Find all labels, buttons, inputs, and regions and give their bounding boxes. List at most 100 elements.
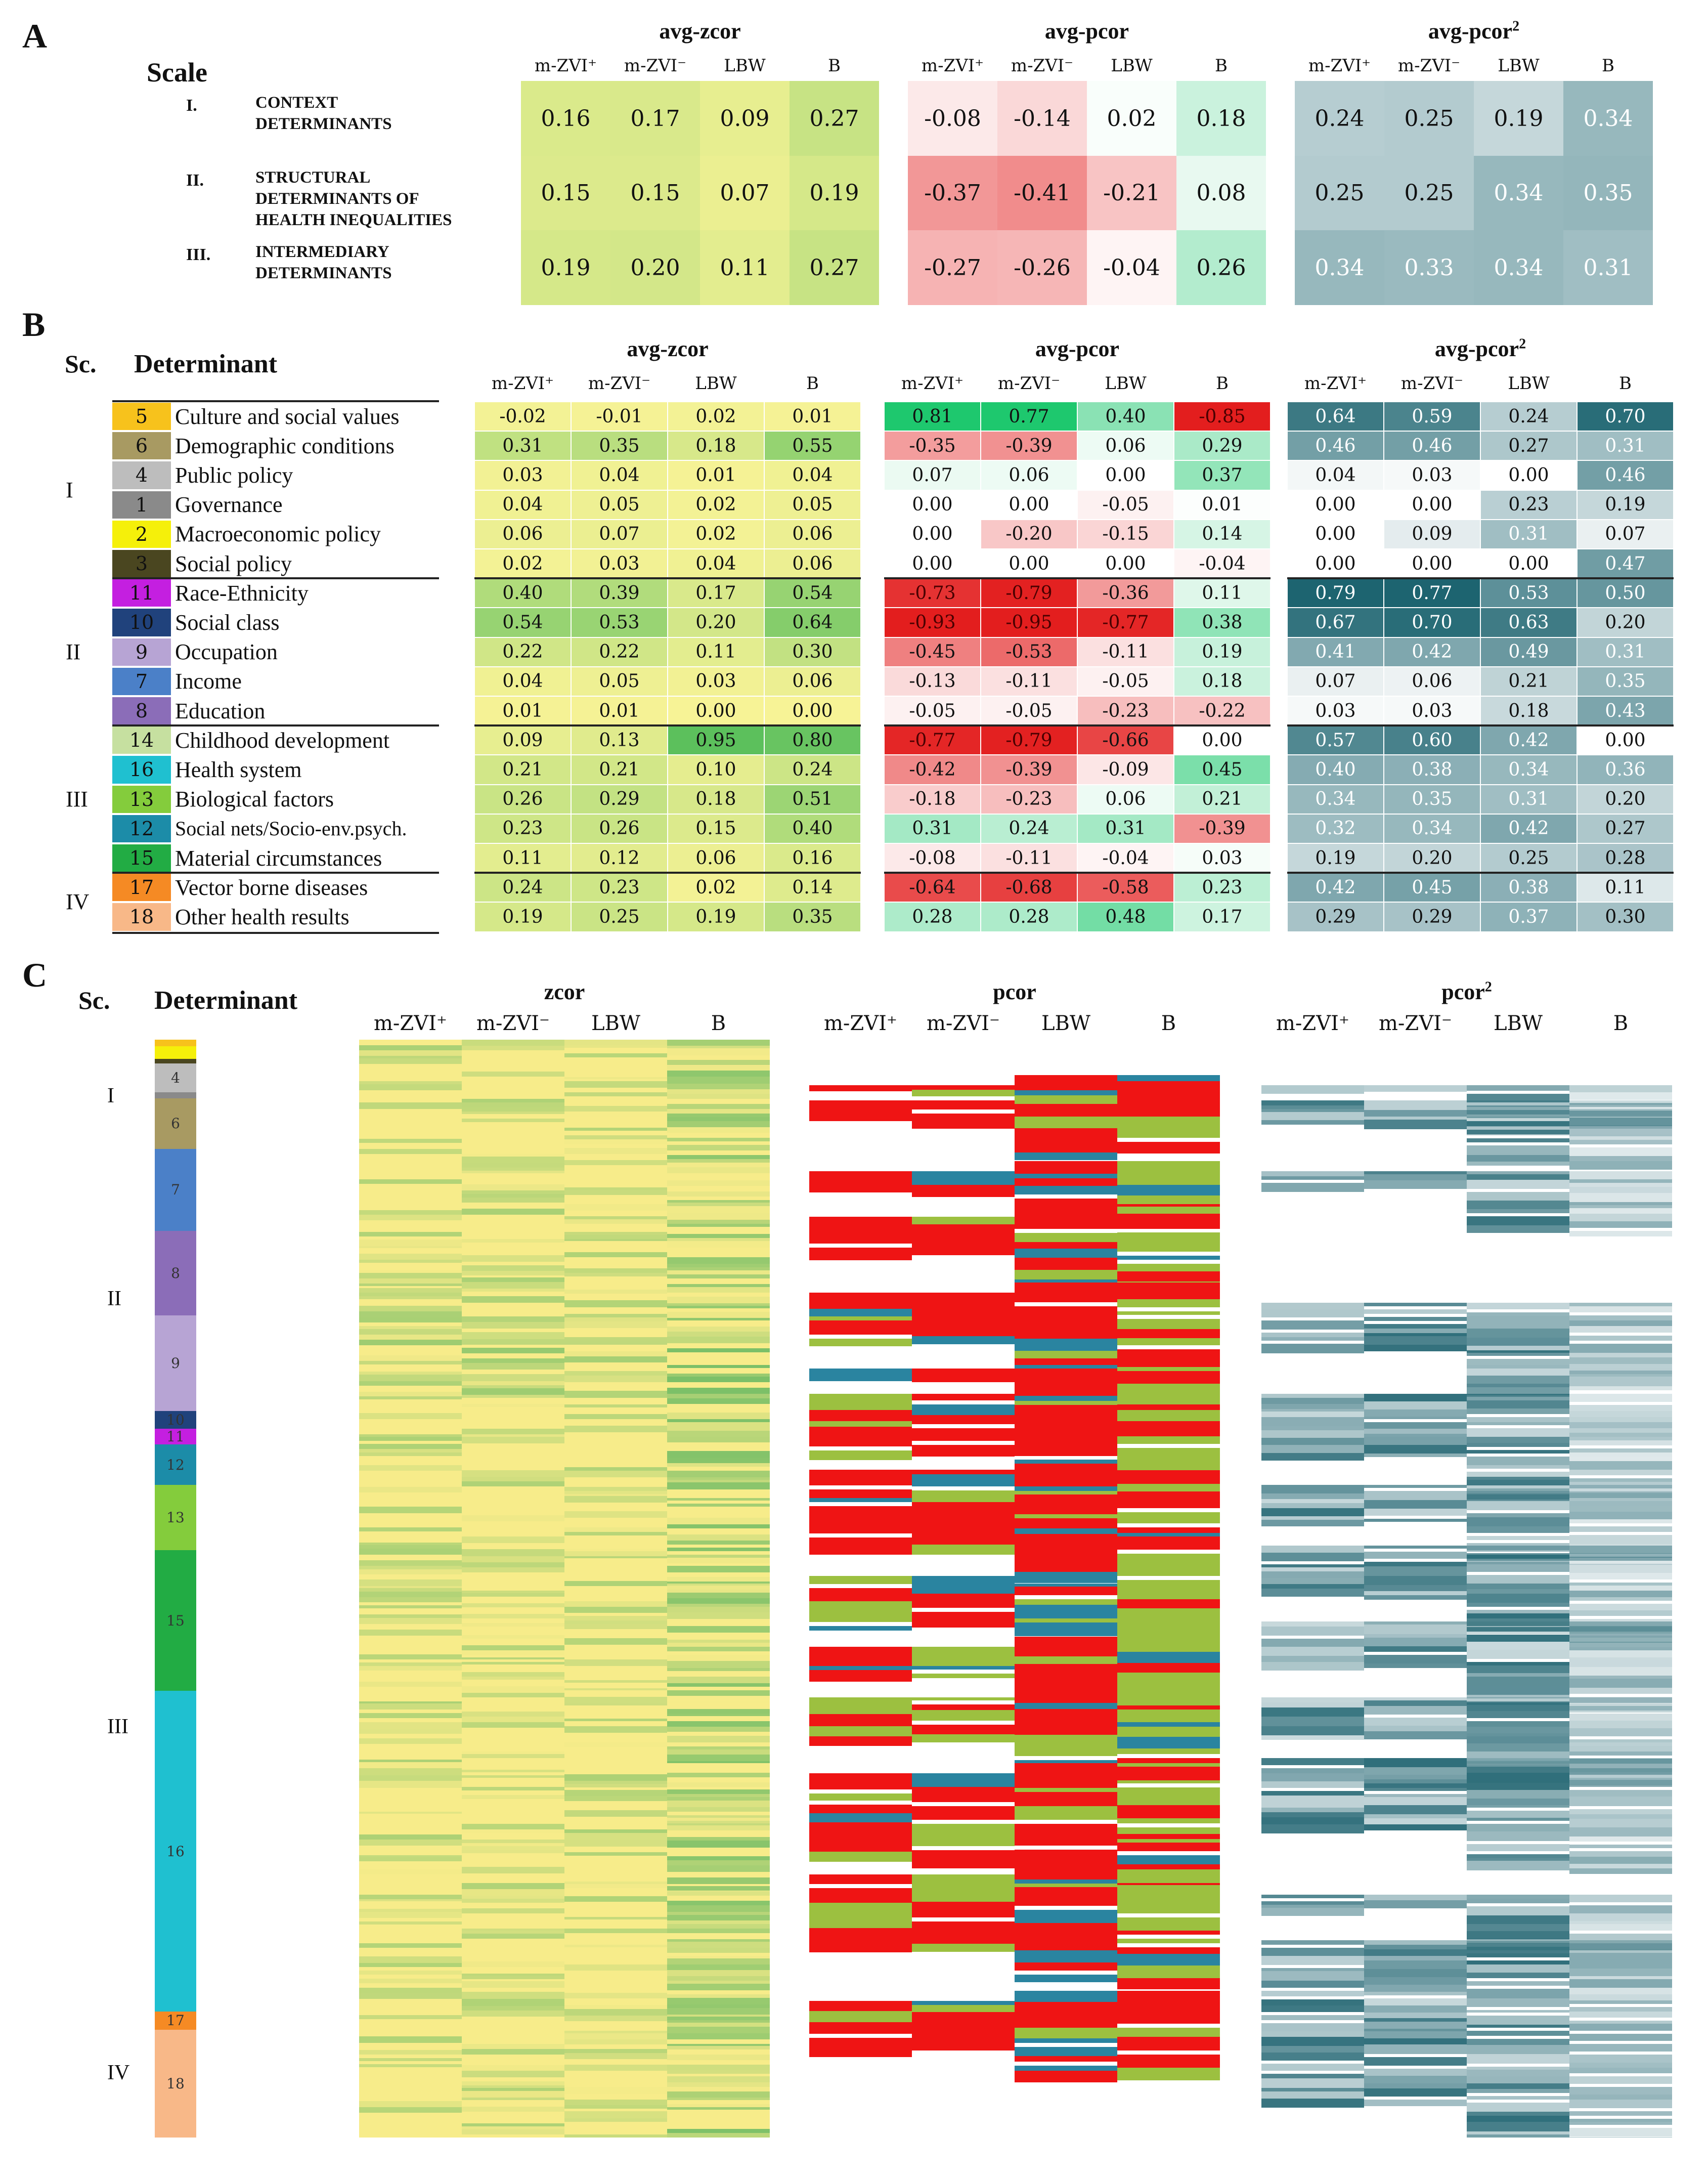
panel-c-pcor2-bar [1364, 1328, 1467, 1333]
panel-c-pcor-bar [1015, 1650, 1117, 1656]
panel-c-zcor-bar [359, 1690, 462, 1696]
panel-c-zcor-bar [359, 1549, 462, 1555]
panel-b-determinant-number: 9 [112, 638, 171, 666]
panel-c-pcor2-bar [1261, 1647, 1364, 1656]
panel-c-pcor2-bar [1569, 2127, 1672, 2137]
panel-c-zcor-bar [462, 1168, 564, 1171]
panel-a-cell-zcor: 0.11 [700, 230, 790, 305]
panel-c-pcor-bar [1015, 1537, 1117, 1545]
panel-c-zcor-bar [667, 1203, 770, 1207]
panel-c-zcor-bar [359, 1487, 462, 1493]
panel-c-pcor2-bar [1569, 1913, 1672, 1921]
panel-c-pcor-bar [1117, 1117, 1220, 1129]
panel-c-zcor-bar [564, 1852, 667, 1856]
panel-c-zcor-bar [564, 1892, 667, 1897]
panel-c-zcor-bar [359, 1403, 462, 1408]
panel-c-zcor-bar [667, 2039, 770, 2044]
panel-c-pcor2-bar [1467, 1417, 1569, 1423]
panel-b-cell-pcor: -0.09 [1078, 755, 1173, 784]
panel-b-cell-pcor: 0.31 [885, 814, 980, 843]
panel-c-pcor-bar [912, 1833, 1015, 1846]
panel-c-zcor-bar [359, 1326, 462, 1330]
panel-c-pcor2-bar [1569, 1377, 1672, 1387]
panel-c-zcor-bar [359, 2015, 462, 2019]
panel-c-zcor-bar [564, 1801, 667, 1807]
panel-c-zcor-bar [667, 1200, 770, 1203]
panel-c-zcor-bar [359, 1497, 462, 1502]
panel-b-determinant-name: Vector borne diseases [175, 875, 368, 900]
panel-c-zcor-bar [667, 1830, 770, 1833]
panel-c-zcor-bar [667, 1794, 770, 1798]
panel-b-separator [474, 724, 861, 727]
panel-c-pcor-bar [809, 1401, 912, 1410]
panel-c-zcor-bar [564, 2009, 667, 2016]
panel-a-cell-pcor2: 0.25 [1295, 156, 1384, 230]
panel-b-cell-zcor: 0.05 [572, 490, 667, 519]
panel-c-zcor-bar [667, 1801, 770, 1807]
panel-a-cell-pcor: -0.27 [908, 230, 997, 305]
panel-c-zcor-bar [462, 2005, 564, 2011]
panel-a-cell-zcor: 0.15 [610, 156, 700, 230]
panel-c-colhdr-zcor-3: B [711, 1012, 726, 1035]
panel-c-pcor-bar [1117, 1763, 1220, 1767]
panel-c-zcor-bar [462, 1419, 564, 1422]
panel-c-pcor2-bar [1261, 1639, 1364, 1647]
panel-b-cell-zcor: 0.02 [668, 402, 764, 431]
panel-c-sidebar-segment [155, 1040, 196, 1047]
panel-b-determinant-name: Social policy [175, 551, 292, 576]
panel-c-zcor-bar [462, 1536, 564, 1544]
panel-c-pcor2-bar [1467, 1743, 1569, 1751]
panel-c-zcor-bar [667, 2014, 770, 2017]
panel-c-pcor2-bar [1261, 2091, 1364, 2099]
panel-c-pcor2-bar [1467, 1758, 1569, 1761]
panel-b-determinant-number: 3 [112, 550, 171, 578]
panel-c-pcor2-bar [1569, 1129, 1672, 1137]
panel-c-zcor-bar [564, 1238, 667, 1242]
panel-c-zcor-bar [359, 1231, 462, 1236]
panel-b-cell-pcor: 0.00 [885, 490, 980, 519]
panel-b-determinant-name: Social nets/Socio-env.psych. [175, 817, 407, 840]
panel-c-pcor-bar [1117, 1349, 1220, 1360]
panel-c-pcor-bar [809, 1185, 912, 1193]
panel-c-zcor-bar [564, 1245, 667, 1248]
panel-c-zcor-bar [359, 2061, 462, 2065]
panel-c-pcor-bar [1015, 1587, 1117, 1596]
panel-c-zcor-bar [462, 1163, 564, 1168]
panel-c-pcor-bar [1015, 1884, 1117, 1888]
panel-a-cell-pcor: 0.02 [1087, 81, 1176, 156]
panel-c-zcor-bar [462, 1521, 564, 1528]
panel-b-cell-pcor: -0.20 [981, 520, 1077, 548]
panel-c-pcor2-bar [1364, 1100, 1467, 1110]
panel-c-pcor2-bar [1261, 1817, 1364, 1824]
panel-c-pcor-bar [809, 2043, 912, 2058]
panel-c-pcor-bar [1015, 1823, 1117, 1834]
panel-c-zcor-bar [462, 1840, 564, 1844]
panel-c-pcor-bar [1015, 2070, 1117, 2082]
panel-c-pcor-bar [1015, 1199, 1117, 1208]
panel-c-zcor-bar [462, 2085, 564, 2088]
panel-c-pcor-bar [912, 1474, 1015, 1486]
panel-c-pcor-bar [1117, 1917, 1220, 1931]
panel-c-pcor2-bar [1261, 1773, 1364, 1782]
panel-c-pcor-bar [1015, 1947, 1117, 1951]
panel-c-zcor-bar [462, 1197, 564, 1203]
panel-b-cell-pcor2: 0.79 [1288, 579, 1383, 608]
panel-c-zcor-bar [462, 1662, 564, 1664]
panel-c-zcor-bar [564, 1682, 667, 1686]
panel-b-cell-pcor: 0.00 [885, 520, 980, 548]
panel-c-pcor2-bar [1364, 2083, 1467, 2089]
panel-c-zcor-bar [564, 1252, 667, 1257]
panel-c-pcor2-bar [1569, 1085, 1672, 1093]
panel-c-zcor-bar [667, 1540, 770, 1545]
panel-c-pcor2-bar [1467, 1621, 1569, 1627]
panel-c-sidebar-segment: 18 [155, 2029, 196, 2138]
panel-c-pcor2-bar [1569, 1633, 1672, 1638]
panel-b-cell-pcor: 0.07 [885, 461, 980, 490]
panel-c-zcor-bar [462, 1609, 564, 1614]
panel-c-pcor2-bar [1261, 1578, 1364, 1585]
panel-c-pcor2-bar [1467, 1329, 1569, 1338]
panel-c-zcor-bar [462, 1296, 564, 1303]
panel-c-zcor-bar [564, 2021, 667, 2025]
panel-c-pcor2-bar [1261, 1437, 1364, 1445]
panel-c-pcor2-bar [1364, 1637, 1467, 1647]
